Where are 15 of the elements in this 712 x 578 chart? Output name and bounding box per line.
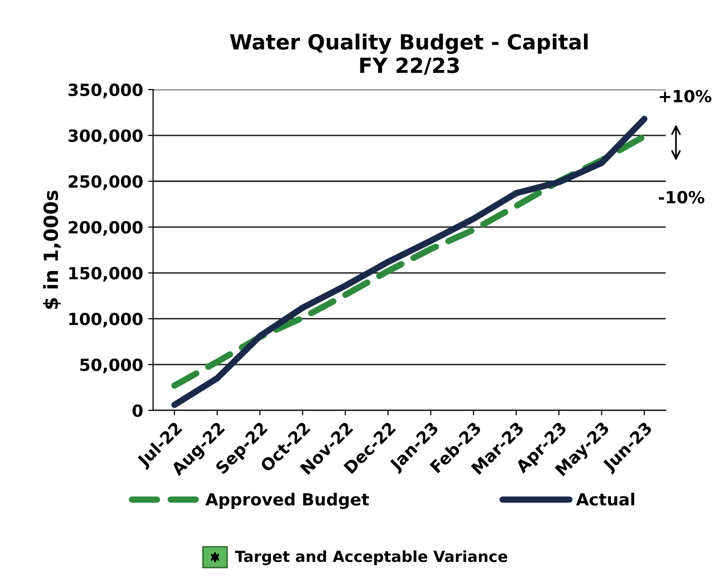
legend-label: Actual [576,492,634,506]
y-tick-label: 150,000 [69,266,143,282]
y-tick-label: 200,000 [68,221,143,236]
legend-label: Approved Budget [205,492,369,510]
y-axis-title: $ in 1,000s [43,190,61,309]
y-tick-label: 0 [132,404,143,417]
annotation: -10% [658,190,704,204]
y-tick-label: 300,000 [68,129,143,144]
chart-title: Water Quality Budget - Capital FY 22/23 [230,34,588,75]
y-tick-label: 50,000 [80,358,143,374]
y-tick-label: 100,000 [69,312,143,328]
y-tick-label: 250,000 [68,175,143,190]
annotation: +10% [660,90,712,102]
y-tick-label: 350,000 [68,84,143,98]
text: Target and Acceptable Variance [235,550,508,566]
